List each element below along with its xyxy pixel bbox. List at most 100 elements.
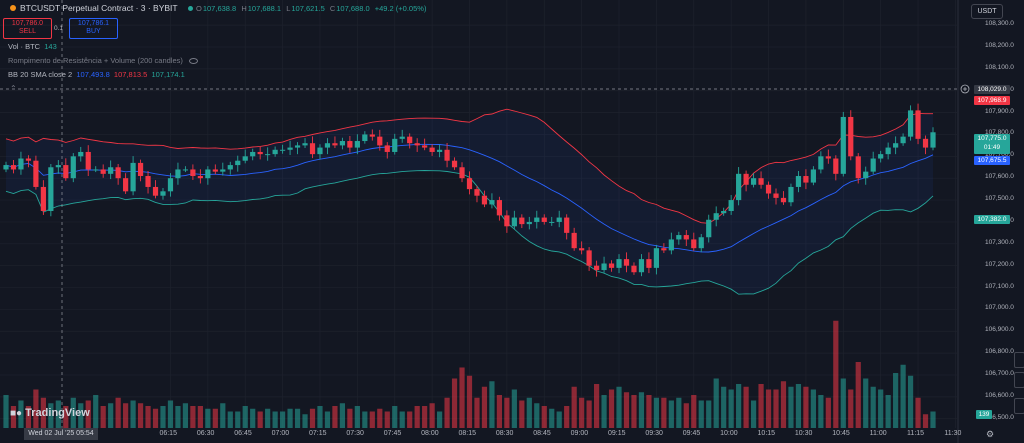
candle-body (653, 248, 659, 268)
volume-legend-label: Vol · BTC (8, 42, 41, 51)
time-tick-label: 07:00 (271, 430, 290, 437)
volume-bar (392, 406, 398, 428)
eye-icon[interactable] (188, 58, 198, 65)
candle-body (526, 221, 532, 225)
candle-body (294, 145, 301, 148)
volume-bar (257, 411, 263, 428)
time-tick-label: 11:30 (944, 430, 962, 437)
volume-bar (429, 403, 435, 428)
currency-button[interactable]: USDT (971, 4, 1003, 19)
collapse-legend-icon[interactable]: ⌃ (10, 84, 17, 93)
time-tick-label: 08:45 (533, 430, 551, 437)
volume-bar (70, 397, 76, 428)
ohlc-close: 107,688.0 (336, 4, 370, 13)
candle-body (519, 217, 525, 225)
candle-body (227, 165, 233, 170)
scroll-side-icon-2[interactable] (1014, 372, 1024, 388)
time-tick-label: 06:30 (196, 430, 215, 437)
candle-body (93, 169, 99, 171)
volume-bar (354, 406, 360, 428)
settings-gear-icon[interactable]: ⚙ (986, 429, 995, 439)
symbol-title[interactable]: BTCUSDT Perpetual Contract · 3 · BYBIT (10, 3, 178, 13)
add-alert-icon[interactable] (960, 84, 970, 94)
volume-bar (227, 411, 233, 428)
pattern-legend-label: Rompimento de Resistência + Volume (200 … (8, 56, 183, 65)
bollinger-basis-line (5, 143, 934, 253)
volume-bar (332, 406, 338, 428)
crosshair-price-tag: 108,029.0 (974, 85, 1010, 94)
tradingview-logo-icon: ■● (10, 408, 23, 419)
volume-legend[interactable]: Vol · BTC 143 (8, 42, 57, 52)
ohlc-low: 107,621.5 (291, 4, 325, 13)
candle-body (160, 191, 166, 196)
scroll-side-icon-3[interactable] (1014, 398, 1024, 414)
spread-value: 0.1 (54, 25, 64, 32)
candle-body (907, 110, 914, 137)
candle-body (354, 141, 360, 148)
buy-price: 107,786.1 (77, 20, 110, 27)
candle-body (638, 259, 645, 273)
volume-bar (653, 397, 659, 428)
candle-body (33, 160, 39, 187)
buy-label: BUY (86, 28, 101, 35)
volume-bar (108, 403, 114, 428)
candle-body (593, 265, 600, 271)
candle-body (130, 162, 136, 192)
time-tick-label: 07:45 (383, 430, 402, 437)
candle-body (795, 176, 802, 187)
price-tick-label: 107,500.0 (985, 195, 1014, 203)
volume-bar (608, 389, 615, 428)
candle-body (10, 165, 17, 170)
buy-button[interactable]: 107,786.1 BUY (69, 18, 118, 39)
volume-bar (571, 386, 577, 428)
volume-bar (167, 400, 174, 428)
candle-body (601, 263, 607, 271)
volume-bar (825, 397, 831, 428)
candle-body (332, 143, 338, 146)
price-tick-label: 107,000.0 (985, 304, 1014, 312)
volume-bar (422, 406, 428, 428)
sell-button[interactable]: 107,786.0 SELL (3, 18, 52, 39)
candle-body (922, 138, 929, 148)
volume-bar (369, 411, 375, 428)
candle-body (504, 215, 510, 227)
volume-bar (93, 395, 99, 428)
volume-bar (78, 403, 84, 428)
volume-bar (309, 408, 316, 428)
ohlc-high: 107,688.1 (247, 4, 282, 13)
volume-bar (750, 400, 757, 428)
candle-body (803, 176, 809, 183)
ohlc-close-key: C (329, 4, 336, 13)
candle-body (489, 200, 495, 205)
candle-body (317, 147, 323, 155)
price-tick-label: 107,600.0 (985, 173, 1014, 181)
volume-bar (197, 406, 203, 428)
chart-grid (0, 0, 958, 428)
volume-bar (623, 392, 630, 428)
scroll-side-icon[interactable] (1014, 352, 1024, 368)
candle-body (250, 151, 256, 157)
candle-body (511, 217, 517, 227)
volume-bar (922, 414, 929, 428)
time-tick-label: 07:15 (308, 430, 327, 437)
candle-body (257, 151, 263, 155)
time-tick-label: 10:45 (832, 430, 850, 437)
candle-body (70, 156, 76, 179)
candle-body (698, 237, 704, 249)
symbol-dot-icon (10, 5, 16, 11)
volume-bar (713, 378, 719, 428)
bollinger-legend[interactable]: BB 20 SMA close 2 107,493.8 107,813.5 10… (8, 70, 185, 80)
volume-bar (175, 406, 181, 428)
candle-body (55, 165, 61, 168)
pattern-legend[interactable]: Rompimento de Resistência + Volume (200 … (8, 56, 198, 66)
candle-body (265, 154, 271, 156)
time-tick-label: 08:00 (421, 430, 439, 437)
tradingview-logo[interactable]: ■● TradingView (10, 408, 90, 419)
symbol-title-text: BTCUSDT Perpetual Contract · 3 · BYBIT (20, 3, 178, 13)
candle-body (736, 173, 742, 201)
volume-bar (220, 403, 226, 428)
price-tick-label: 107,800.0 (985, 129, 1014, 137)
volume-bar (55, 400, 61, 428)
volume-bar (810, 389, 816, 428)
